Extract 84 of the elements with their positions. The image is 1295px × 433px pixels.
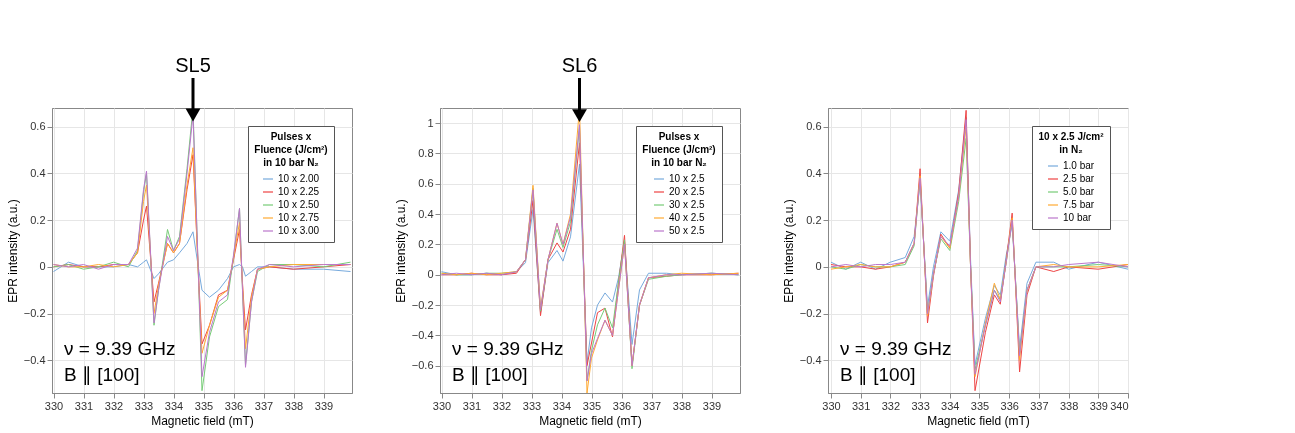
- y-tick-label: 0.4: [418, 207, 434, 220]
- x-tick-label: 339: [1089, 399, 1108, 412]
- y-tick-label: 0.4: [806, 166, 822, 179]
- annotation: ν = 9.39 GHz: [840, 338, 952, 359]
- legend-title: 10 x 2.5 J/cm² in N₂: [1038, 131, 1105, 155]
- x-tick-label: 335: [582, 399, 602, 412]
- y-tick-label: 0.2: [418, 237, 434, 250]
- y-tick-label: 0.4: [30, 166, 46, 179]
- x-tick-label: 334: [164, 399, 184, 412]
- y-tick-label: 0: [427, 268, 434, 281]
- x-tick-label: 337: [642, 399, 662, 412]
- y-tick-label: −0.4: [799, 353, 822, 366]
- y-axis-title: EPR intensity (a.u.): [5, 199, 20, 303]
- x-tick-label: 336: [224, 399, 244, 412]
- legend-label: 10 x 2.5: [669, 173, 706, 184]
- x-tick-label: 333: [911, 399, 930, 412]
- y-tick-label: −0.6: [411, 359, 434, 372]
- x-tick-label: 331: [462, 399, 482, 412]
- x-tick-label: 339: [702, 399, 722, 412]
- x-tick-label: 338: [1059, 399, 1079, 412]
- x-tick-label: 336: [612, 399, 632, 412]
- legend-label: 20 x 2.5: [669, 186, 706, 197]
- y-tick-label: 0.6: [30, 120, 46, 133]
- x-tick-label: 331: [851, 399, 871, 412]
- x-axis-title: Magnetic field (mT): [539, 413, 642, 428]
- legend-label: 50 x 2.5: [669, 225, 706, 236]
- x-axis-title: Magnetic field (mT): [151, 413, 254, 428]
- x-tick-label: 331: [74, 399, 94, 412]
- y-tick-label: 0.6: [418, 177, 434, 190]
- x-tick-label: 335: [970, 399, 990, 412]
- x-tick-label: 330: [44, 399, 64, 412]
- legend-label: 30 x 2.5: [669, 199, 706, 210]
- x-axis-title: Magnetic field (mT): [927, 413, 1030, 428]
- legend-label: 1.0 bar: [1063, 160, 1095, 171]
- y-tick-label: 0: [39, 260, 46, 273]
- y-tick-label: 1: [427, 116, 434, 129]
- x-tick-label: 334: [941, 399, 960, 412]
- y-axis-title: EPR intensity (a.u.): [393, 199, 408, 303]
- y-tick-label: −0.2: [799, 307, 822, 320]
- legend-label: 7.5 bar: [1063, 199, 1095, 210]
- x-tick-label: 337: [1030, 399, 1049, 412]
- annotation: B ∥ [100]: [452, 364, 528, 386]
- legend-label: 10 x 2.00: [278, 173, 320, 184]
- x-tick-label: 332: [104, 399, 124, 412]
- y-tick-label: 0.8: [418, 146, 434, 159]
- annotation: SL6: [561, 54, 598, 76]
- legend-title: Pulses x Fluence (J/cm²) in 10 bar N₂: [642, 131, 716, 168]
- x-tick-label: 335: [194, 399, 214, 412]
- y-tick-label: 0: [815, 260, 822, 273]
- y-tick-label: 0.2: [806, 213, 822, 226]
- x-tick-label: 338: [672, 399, 692, 412]
- annotation: B ∥ [100]: [840, 364, 916, 386]
- x-tick-label: 333: [134, 399, 154, 412]
- legend-label: 10 x 2.75: [278, 212, 320, 223]
- legend-label: 10 bar: [1063, 212, 1093, 223]
- legend-label: 2.5 bar: [1063, 173, 1095, 184]
- y-tick-label: −0.2: [23, 307, 46, 320]
- x-tick-label: 336: [1000, 399, 1019, 412]
- y-tick-label: −0.4: [411, 328, 434, 341]
- x-tick-label: 334: [552, 399, 572, 412]
- x-tick-label: 332: [492, 399, 512, 412]
- legend-label: 10 x 2.25: [278, 186, 320, 197]
- annotation: ν = 9.39 GHz: [64, 338, 176, 359]
- annotation: B ∥ [100]: [64, 364, 140, 386]
- x-tick-label: 338: [284, 399, 304, 412]
- y-tick-label: −0.4: [23, 353, 46, 366]
- x-tick-label: 337: [254, 399, 274, 412]
- y-axis-title: EPR intensity (a.u.): [781, 199, 796, 303]
- x-tick-label: 339: [314, 399, 334, 412]
- y-tick-label: −0.2: [411, 298, 434, 311]
- legend-label: 40 x 2.5: [669, 212, 706, 223]
- x-tick-label: 333: [522, 399, 542, 412]
- x-tick-label: 330: [432, 399, 452, 412]
- annotation: ν = 9.39 GHz: [452, 338, 564, 359]
- y-tick-label: 0.2: [30, 213, 46, 226]
- x-tick-label: 340: [1110, 399, 1129, 412]
- x-tick-label: 332: [881, 399, 901, 412]
- x-tick-label: 330: [822, 399, 841, 412]
- legend-label: 10 x 3.00: [278, 225, 320, 236]
- y-tick-label: 0.6: [806, 120, 822, 133]
- annotation: SL5: [175, 54, 211, 76]
- legend-label: 5.0 bar: [1063, 186, 1095, 197]
- legend-title: Pulses x Fluence (J/cm²) in 10 bar N₂: [254, 131, 328, 168]
- legend-label: 10 x 2.50: [278, 199, 320, 210]
